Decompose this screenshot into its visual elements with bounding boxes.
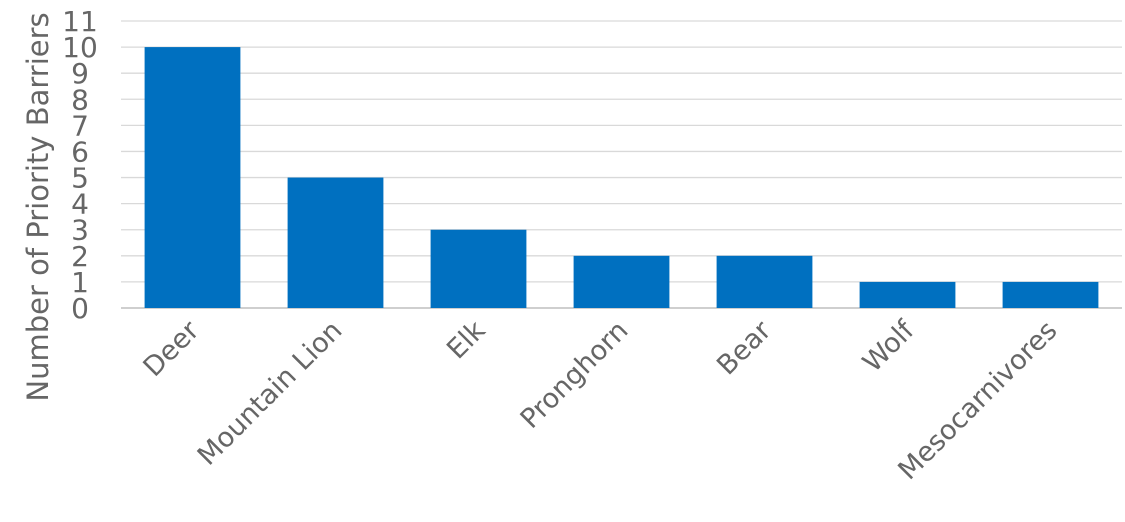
y-axis-title: Number of Priority Barriers: [21, 12, 55, 401]
bars: [144, 47, 1099, 308]
bar: [573, 255, 670, 308]
x-tick-label: Pronghorn: [515, 315, 635, 435]
y-tick-label: 11: [62, 5, 98, 38]
y-tick-label: 4: [71, 188, 89, 221]
y-tick-label: 1: [71, 266, 89, 299]
y-tick-label: 10: [62, 31, 98, 64]
bar: [144, 47, 241, 308]
x-tick-label: Wolf: [857, 314, 921, 378]
bar: [716, 255, 813, 308]
x-tick-label: Bear: [711, 314, 778, 381]
x-tick-label: Deer: [137, 314, 206, 383]
x-tick-label: Mesocarnivores: [892, 315, 1063, 486]
x-tick-label: Mountain Lion: [192, 315, 349, 472]
y-tick-label: 5: [71, 162, 89, 195]
y-tick-label: 7: [71, 109, 89, 142]
x-tick-label: Elk: [441, 315, 492, 366]
y-tick-label: 9: [71, 57, 89, 90]
bar: [287, 177, 384, 308]
y-tick-label: 6: [71, 135, 89, 168]
y-tick-label: 3: [71, 214, 89, 247]
bar: [1002, 281, 1099, 308]
y-tick-label: 8: [71, 83, 89, 116]
bar: [859, 281, 956, 308]
y-tick-label: 0: [71, 292, 89, 325]
bar: [430, 229, 527, 308]
y-tick-label: 2: [71, 240, 89, 273]
